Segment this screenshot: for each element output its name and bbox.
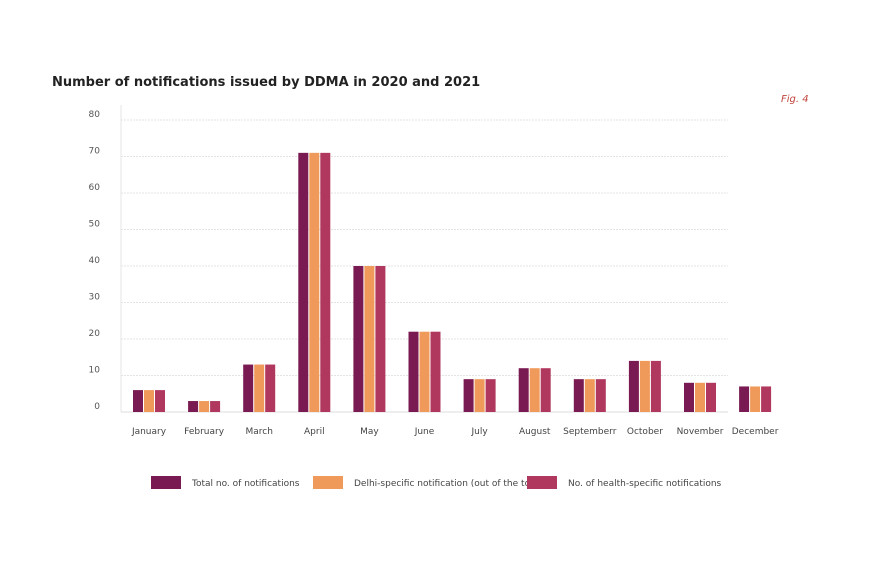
bar-july-s2: [474, 379, 485, 412]
bar-january-s2: [144, 390, 154, 412]
bar-february-s1: [188, 401, 199, 412]
bar-septemberr-s3: [595, 379, 606, 412]
bar-july-s3: [485, 379, 496, 412]
bar-june-s3: [430, 331, 441, 412]
bar-may-s2: [364, 266, 375, 412]
bar-june-s2: [419, 331, 430, 412]
x-tick-label: December: [732, 427, 779, 437]
bar-november-s3: [706, 382, 716, 412]
legend-swatch: [527, 476, 557, 489]
x-tick-label: April: [304, 427, 325, 437]
bar-november-s2: [695, 382, 705, 412]
legend-label: No. of health-specific notifications: [568, 479, 722, 489]
x-tick-label: February: [184, 427, 225, 437]
bar-march-s3: [265, 364, 276, 412]
legend-label: Total no. of notifications: [191, 479, 300, 489]
bar-december-s3: [761, 386, 772, 412]
bar-august-s3: [540, 368, 551, 412]
bar-july-s1: [463, 379, 474, 412]
legend-swatch: [313, 476, 343, 489]
y-tick-label: 0: [94, 402, 100, 412]
bar-march-s1: [243, 364, 254, 412]
bar-march-s2: [254, 364, 265, 412]
bar-october-s2: [639, 360, 650, 412]
bar-december-s2: [750, 386, 761, 412]
bar-february-s3: [210, 401, 221, 412]
bar-septemberr-s1: [573, 379, 584, 412]
bar-may-s1: [353, 266, 364, 412]
bar-june-s1: [408, 331, 419, 412]
bar-august-s1: [518, 368, 529, 412]
y-tick-label: 80: [89, 110, 101, 120]
bar-septemberr-s2: [584, 379, 595, 412]
bar-november-s1: [684, 382, 694, 412]
y-tick-label: 30: [89, 293, 101, 303]
bar-january-s1: [133, 390, 143, 412]
bar-october-s3: [650, 360, 661, 412]
y-tick-label: 60: [89, 183, 101, 193]
y-tick-label: 20: [89, 329, 101, 339]
bar-april-s3: [320, 152, 331, 412]
bar-february-s2: [199, 401, 210, 412]
legend-swatch: [151, 476, 181, 489]
y-tick-label: 40: [89, 256, 101, 266]
y-tick-label: 70: [89, 147, 101, 157]
x-tick-label: July: [471, 427, 489, 437]
figure-label: Fig. 4: [781, 94, 809, 105]
x-tick-label: May: [360, 427, 379, 437]
y-tick-label: 10: [89, 366, 101, 376]
bar-april-s2: [309, 152, 320, 412]
bar-april-s1: [298, 152, 309, 412]
bar-january-s3: [155, 390, 165, 412]
x-tick-label: October: [627, 427, 663, 437]
x-tick-label: November: [677, 427, 724, 437]
bar-august-s2: [529, 368, 540, 412]
x-tick-label: June: [414, 427, 435, 437]
bar-october-s1: [628, 360, 639, 412]
x-tick-label: March: [245, 427, 272, 437]
legend-label: Delhi-specific notification (out of the …: [354, 479, 545, 489]
bar-may-s3: [375, 266, 386, 412]
bar-december-s1: [739, 386, 750, 412]
x-tick-label: August: [519, 427, 551, 437]
chart-title: Number of notifications issued by DDMA i…: [52, 75, 481, 90]
x-tick-label: Septemberr: [563, 427, 617, 437]
x-tick-label: January: [131, 427, 167, 437]
y-tick-label: 50: [89, 220, 101, 230]
